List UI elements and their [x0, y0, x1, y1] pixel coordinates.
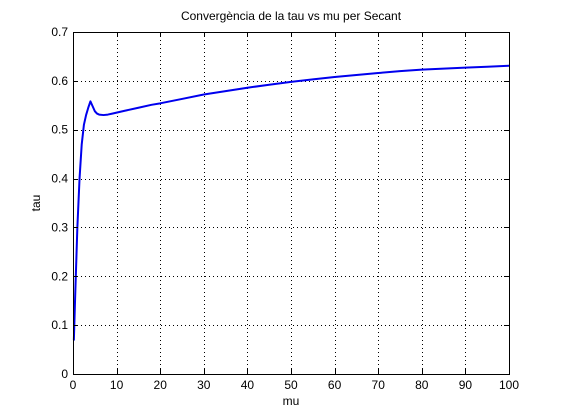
x-axis-label: mu [283, 394, 300, 408]
x-tick-label: 100 [499, 378, 519, 392]
chart-title: Convergència de la tau vs mu per Secant [181, 9, 402, 23]
x-tick-label: 30 [197, 378, 211, 392]
y-tick-label: 0.2 [51, 269, 68, 283]
x-tick-label: 80 [415, 378, 429, 392]
y-tick-label: 0.4 [51, 172, 68, 186]
x-tick-label: 50 [284, 378, 298, 392]
x-tick-label: 40 [241, 378, 255, 392]
x-tick-label: 10 [110, 378, 124, 392]
plot-area [73, 32, 509, 374]
x-tick-label: 70 [372, 378, 386, 392]
y-tick-label: 0.5 [51, 123, 68, 137]
y-tick-label: 0.6 [51, 74, 68, 88]
y-tick-label: 0 [61, 367, 68, 381]
x-tick-label: 90 [459, 378, 473, 392]
y-axis-label: tau [29, 195, 43, 212]
y-tick-label: 0.1 [51, 318, 68, 332]
x-tick-label: 60 [328, 378, 342, 392]
x-tick-label: 0 [70, 378, 77, 392]
x-tick-label: 20 [154, 378, 168, 392]
y-tick-label: 0.7 [51, 25, 68, 39]
y-tick-label: 0.3 [51, 220, 68, 234]
